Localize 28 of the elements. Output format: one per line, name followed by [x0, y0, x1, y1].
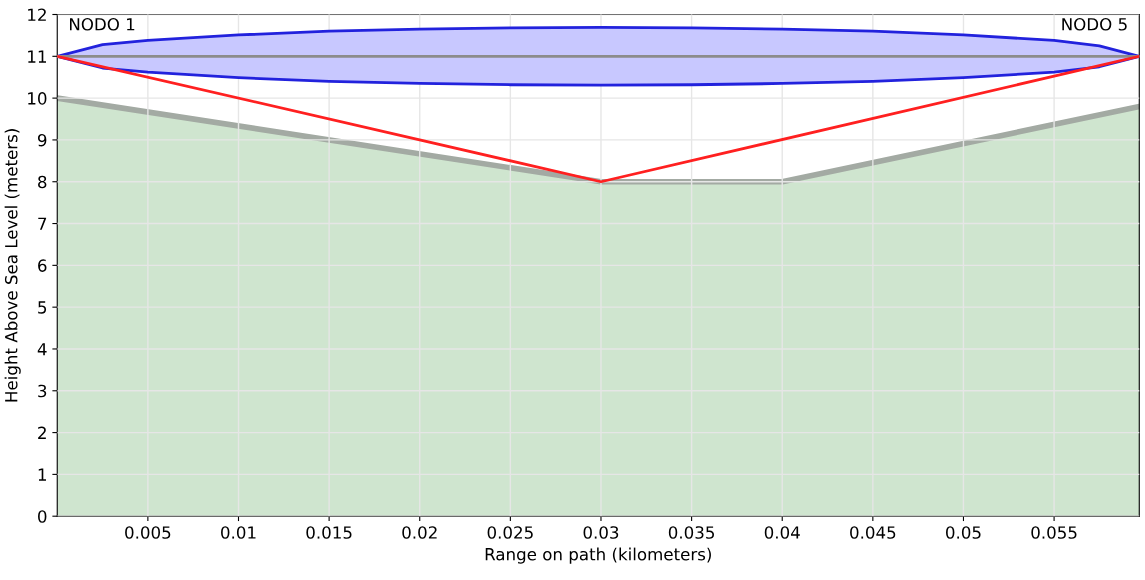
annotation: NODO 5 — [1062, 17, 1127, 31]
annotation: NODO 1 — [70, 17, 135, 31]
y-tick-label: 8 — [38, 175, 47, 189]
x-tick-label: 0.04 — [764, 526, 800, 539]
y-tick-label: 2 — [38, 426, 46, 439]
x-tick-label: 0.03 — [583, 526, 619, 539]
y-tick-label: 3 — [38, 384, 47, 398]
x-tick-label: 0.01 — [221, 526, 256, 539]
x-tick-label: 0.025 — [487, 526, 533, 539]
y-tick-label: 5 — [38, 301, 47, 314]
x-tick-label: 0.005 — [125, 526, 171, 539]
x-axis-title: Range on path (kilometers) — [485, 547, 711, 564]
y-tick-label: 12 — [28, 8, 46, 21]
y-axis-title: Height Above Sea Level (meters) — [4, 129, 21, 402]
x-tick-label: 0.015 — [306, 526, 352, 539]
x-tick-label: 0.045 — [850, 526, 896, 539]
y-tick-label: 7 — [38, 217, 47, 230]
x-tick-label: 0.05 — [946, 526, 981, 539]
y-tick-label: 1 — [38, 468, 46, 481]
y-tick-label: 11 — [28, 50, 46, 63]
x-tick-label: 0.055 — [1031, 526, 1077, 539]
y-tick-label: 9 — [37, 133, 47, 147]
y-tick-label: 0 — [38, 510, 47, 523]
x-tick-label: 0.02 — [402, 526, 437, 539]
y-tick-label: 10 — [28, 92, 47, 105]
x-tick-label: 0.035 — [668, 526, 714, 539]
y-tick-label: 4 — [37, 343, 47, 356]
y-tick-label: 6 — [38, 259, 47, 272]
